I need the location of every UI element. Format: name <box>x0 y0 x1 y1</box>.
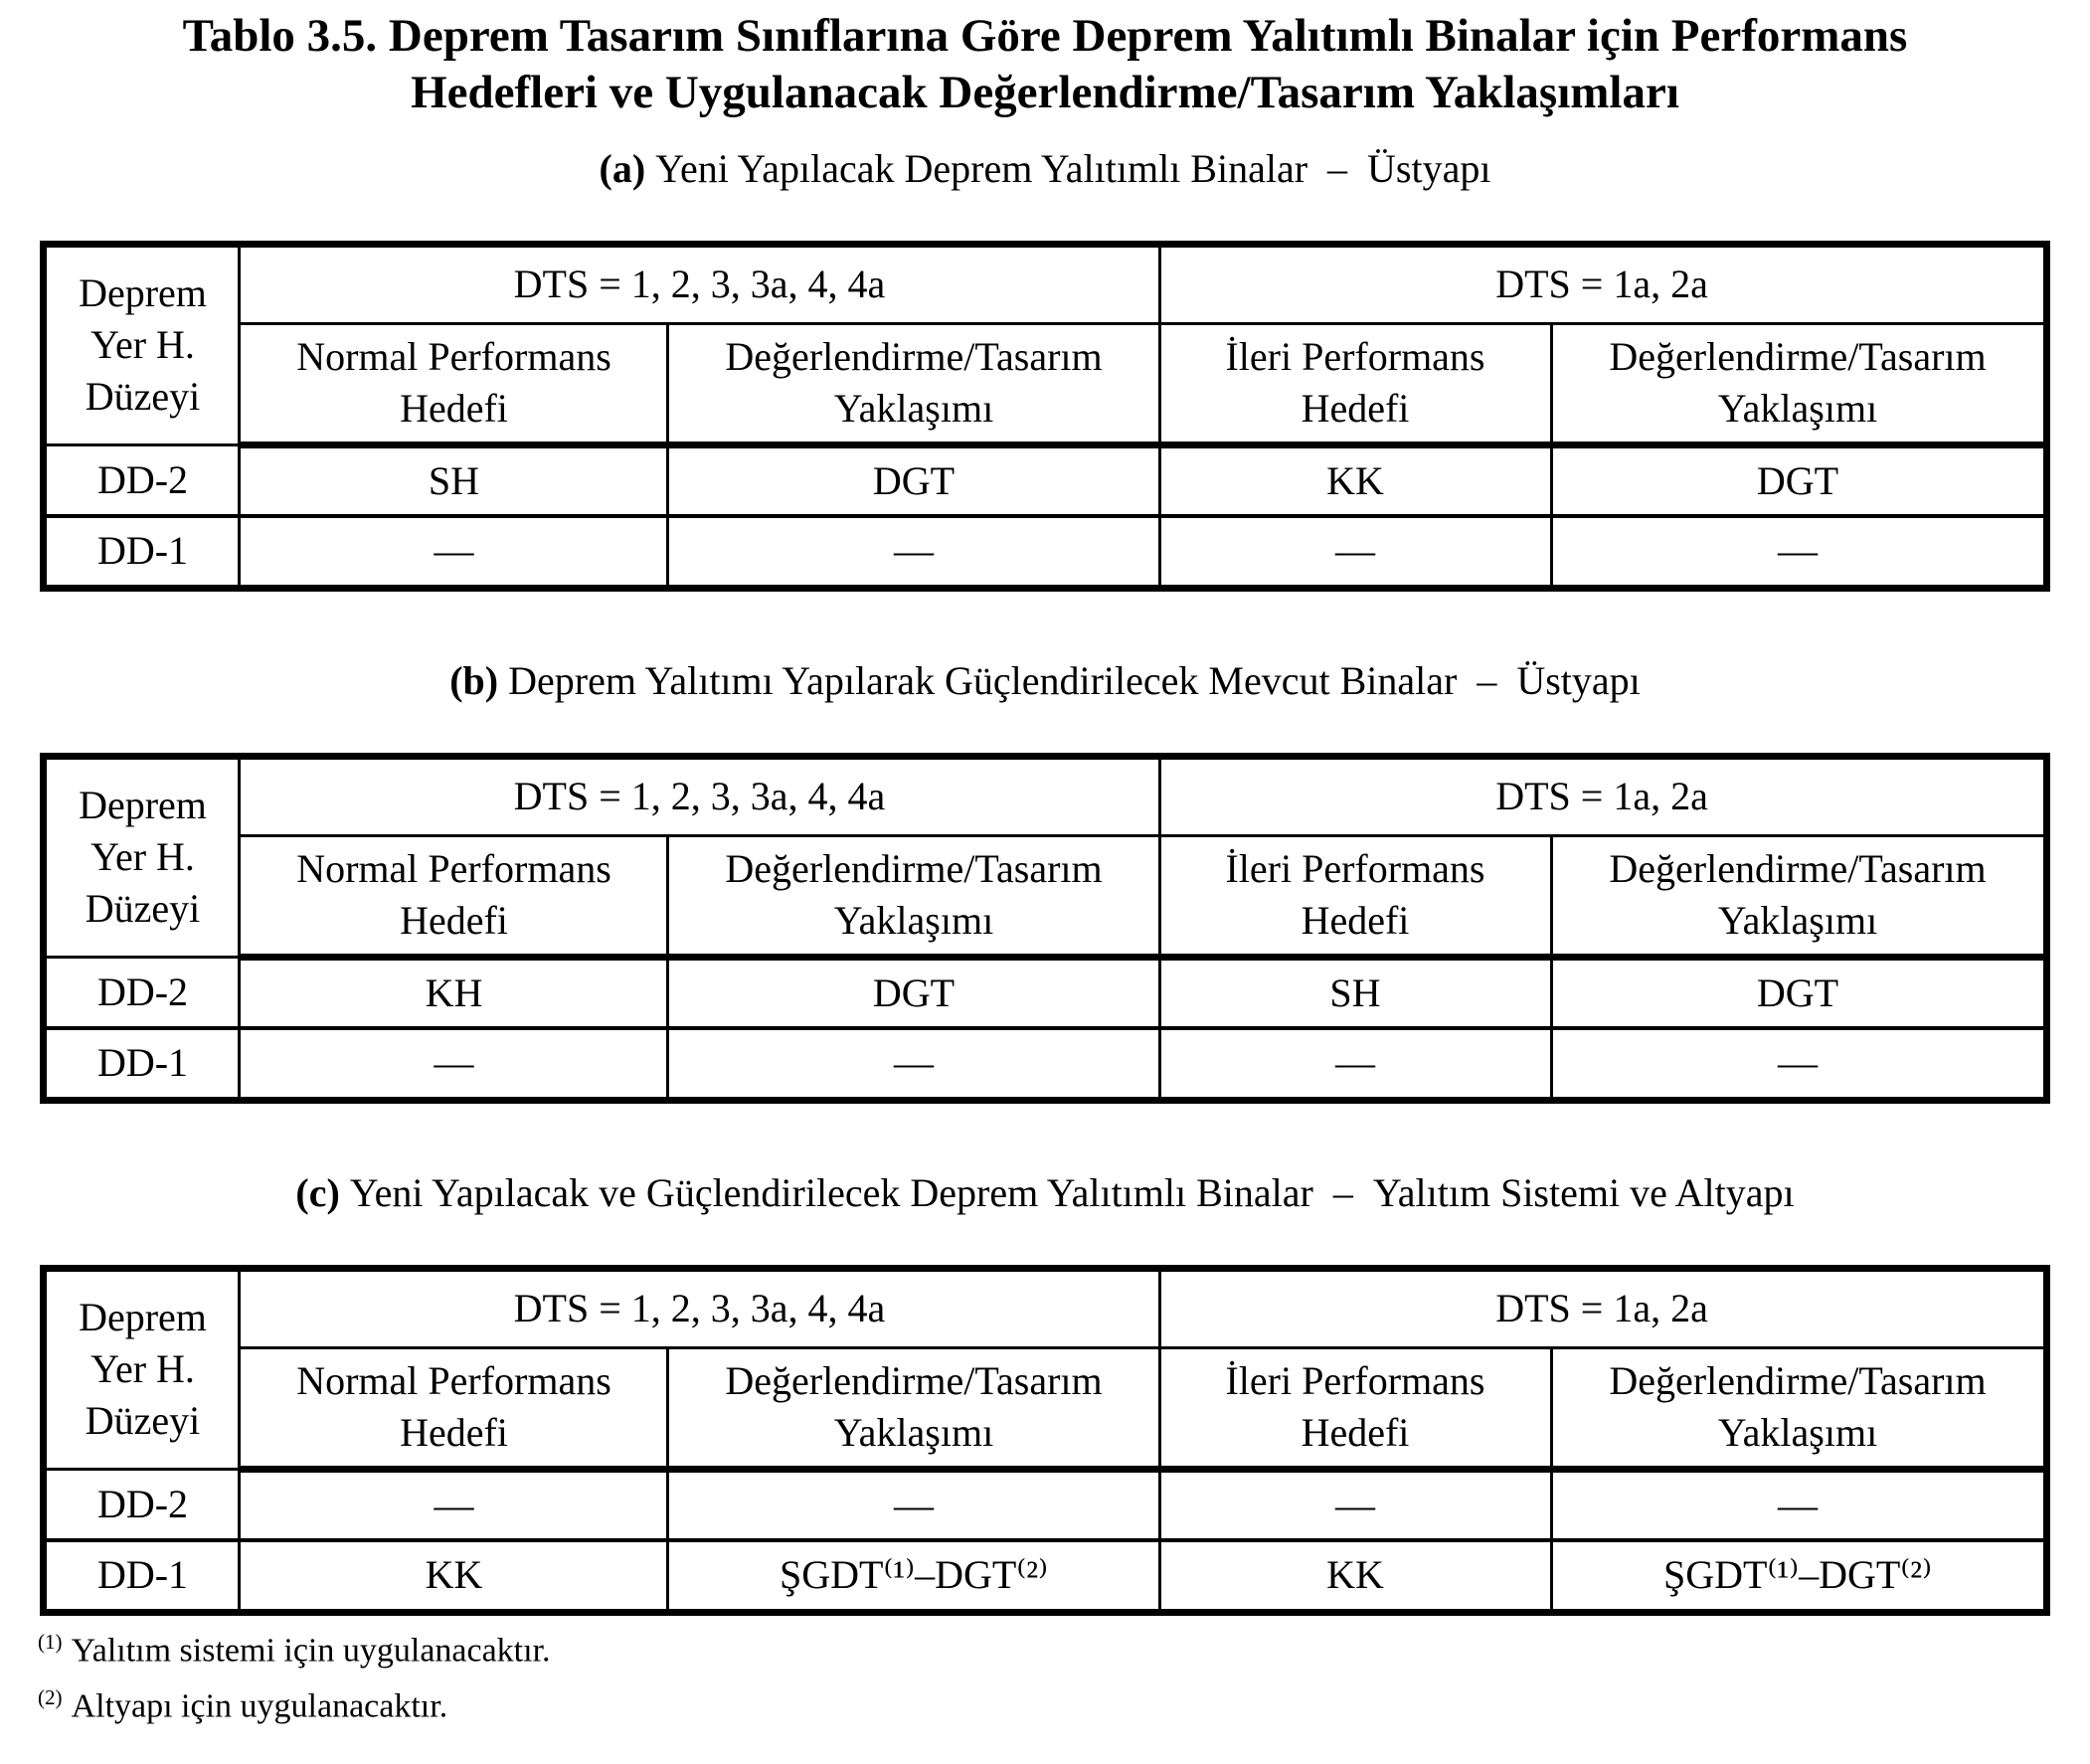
table-a-caption: (a) Yeni Yapılacak Deprem Yalıtımlı Binal… <box>0 145 2090 191</box>
corner-header: Deprem Yer H. Düzeyi <box>42 1266 242 1471</box>
sub-header-ileri-performans: İleri Performans Hedefi <box>1157 1345 1553 1473</box>
sub-header-degerlendirme: Değerlendirme/Tasarım Yaklaşımı <box>666 833 1161 961</box>
table-a: Deprem Yer H. Düzeyi DTS = 1, 2, 3, 3a, … <box>40 240 2050 592</box>
table-c-caption: (c) Yeni Yapılacak ve Güçlendirilecek Dep… <box>0 1169 2090 1215</box>
table-c: Deprem Yer H. Düzeyi DTS = 1, 2, 3, 3a, … <box>40 1264 2050 1616</box>
table-c-section: (c) Yeni Yapılacak ve Güçlendirilecek Dep… <box>0 1169 2090 1616</box>
data-cell: — <box>1549 1026 2048 1103</box>
footnote-text: Altyapı için uygulanacaktır. <box>71 1687 448 1725</box>
sub-header-degerlendirme: Değerlendirme/Tasarım Yaklaşımı <box>1549 833 2048 961</box>
data-cell: SH <box>238 442 670 519</box>
caption-label: (a) <box>599 145 646 191</box>
caption-label: (b) <box>449 657 499 703</box>
table-row: DD-2 SH DGT KK DGT <box>42 442 2048 519</box>
caption-text: Deprem Yalıtımı Yapılarak Güçlendirilece… <box>508 657 1641 703</box>
data-cell: — <box>1157 514 1553 591</box>
sub-header-degerlendirme: Değerlendirme/Tasarım Yaklaşımı <box>1549 1345 2048 1473</box>
footnote-text: Yalıtım sistemi için uygulanacaktır. <box>71 1632 551 1670</box>
sub-header-normal-performans: Normal Performans Hedefi <box>238 1345 670 1473</box>
page-title-line1: Tablo 3.5. Deprem Tasarım Sınıflarına Gö… <box>182 10 1908 62</box>
table-row: DD-1 — — — — <box>42 514 2048 591</box>
data-cell: — <box>666 1467 1161 1543</box>
table-row: DD-2 KH DGT SH DGT <box>42 955 2048 1031</box>
table-row: Normal Performans Hedefi Değerlendirme/T… <box>44 321 2048 448</box>
page-title: Tablo 3.5. Deprem Tasarım Sınıflarına Gö… <box>9 0 2082 121</box>
data-cell: SH <box>1157 955 1553 1031</box>
data-cell: KH <box>238 955 670 1031</box>
sub-header-normal-performans: Normal Performans Hedefi <box>238 321 670 448</box>
data-cell: DGT <box>1549 955 2048 1031</box>
table-row: DD-1 — — — — <box>42 1026 2048 1103</box>
table-row: Deprem Yer H. Düzeyi DTS = 1, 2, 3, 3a, … <box>42 242 2048 446</box>
data-cell: KK <box>1157 1538 1553 1615</box>
footnote-1: (1) Yalıtım sistemi için uygulanacaktır. <box>38 1630 2090 1672</box>
group-header-dts-a: DTS = 1a, 2a <box>1157 754 2048 837</box>
data-cell: ŞGDT⁽¹⁾–DGT⁽²⁾ <box>666 1538 1161 1615</box>
caption-label: (c) <box>295 1169 340 1215</box>
sub-header-degerlendirme: Değerlendirme/Tasarım Yaklaşımı <box>666 321 1161 448</box>
row-label: DD-1 <box>42 514 242 591</box>
data-cell: ŞGDT⁽¹⁾–DGT⁽²⁾ <box>1549 1538 2048 1615</box>
sub-header-ileri-performans: İleri Performans Hedefi <box>1157 833 1553 961</box>
caption-text: Yeni Yapılacak ve Güçlendirilecek Deprem… <box>349 1169 1795 1215</box>
row-label: DD-2 <box>42 442 242 519</box>
caption-text: Yeni Yapılacak Deprem Yalıtımlı Binalar … <box>655 145 1491 191</box>
footnote-marker: (1) <box>38 1629 63 1654</box>
sub-header-normal-performans: Normal Performans Hedefi <box>238 833 670 961</box>
row-label: DD-2 <box>42 1467 242 1543</box>
data-cell: — <box>666 514 1161 591</box>
group-header-dts-a: DTS = 1a, 2a <box>1157 242 2048 325</box>
table-row: Deprem Yer H. Düzeyi DTS = 1, 2, 3, 3a, … <box>42 754 2048 959</box>
data-cell: — <box>1157 1467 1553 1543</box>
data-cell: KK <box>1157 442 1553 519</box>
data-cell: — <box>238 1467 670 1543</box>
data-cell: — <box>238 1026 670 1103</box>
table-a-section: (a) Yeni Yapılacak Deprem Yalıtımlı Binal… <box>0 145 2090 592</box>
row-label: DD-1 <box>42 1026 242 1103</box>
data-cell: — <box>238 514 670 591</box>
table-row: DD-2 — — — — <box>42 1467 2048 1543</box>
data-cell: KK <box>238 1538 670 1615</box>
table-row: DD-1 KK ŞGDT⁽¹⁾–DGT⁽²⁾ KK ŞGDT⁽¹⁾–DGT⁽²⁾ <box>42 1538 2048 1615</box>
row-label: DD-1 <box>42 1538 242 1615</box>
row-label: DD-2 <box>42 955 242 1031</box>
data-cell: — <box>1157 1026 1553 1103</box>
group-header-dts-main: DTS = 1, 2, 3, 3a, 4, 4a <box>238 1266 1161 1349</box>
corner-header: Deprem Yer H. Düzeyi <box>42 754 242 959</box>
group-header-dts-a: DTS = 1a, 2a <box>1157 1266 2048 1349</box>
group-header-dts-main: DTS = 1, 2, 3, 3a, 4, 4a <box>238 242 1161 325</box>
footnote-2: (2) Altyapı için uygulanacaktır. <box>38 1685 2090 1727</box>
data-cell: — <box>666 1026 1161 1103</box>
data-cell: — <box>1549 514 2048 591</box>
sub-header-degerlendirme: Değerlendirme/Tasarım Yaklaşımı <box>1549 321 2048 448</box>
data-cell: — <box>1549 1467 2048 1543</box>
data-cell: DGT <box>666 955 1161 1031</box>
page-title-line2: Hedefleri ve Uygulanacak Değerlendirme/T… <box>411 66 1679 118</box>
corner-header: Deprem Yer H. Düzeyi <box>42 242 242 446</box>
footnotes: (1) Yalıtım sistemi için uygulanacaktır. … <box>38 1630 2090 1727</box>
table-row: Normal Performans Hedefi Değerlendirme/T… <box>44 833 2048 961</box>
table-row: Normal Performans Hedefi Değerlendirme/T… <box>44 1345 2048 1473</box>
table-b-section: (b) Deprem Yalıtımı Yapılarak Güçlendiril… <box>0 657 2090 1104</box>
data-cell: DGT <box>666 442 1161 519</box>
data-cell: DGT <box>1549 442 2048 519</box>
sub-header-degerlendirme: Değerlendirme/Tasarım Yaklaşımı <box>666 1345 1161 1473</box>
group-header-dts-main: DTS = 1, 2, 3, 3a, 4, 4a <box>238 754 1161 837</box>
table-b: Deprem Yer H. Düzeyi DTS = 1, 2, 3, 3a, … <box>40 752 2050 1104</box>
table-row: Deprem Yer H. Düzeyi DTS = 1, 2, 3, 3a, … <box>42 1266 2048 1471</box>
table-b-caption: (b) Deprem Yalıtımı Yapılarak Güçlendiril… <box>0 657 2090 703</box>
footnote-marker: (2) <box>38 1684 63 1709</box>
sub-header-ileri-performans: İleri Performans Hedefi <box>1157 321 1553 448</box>
